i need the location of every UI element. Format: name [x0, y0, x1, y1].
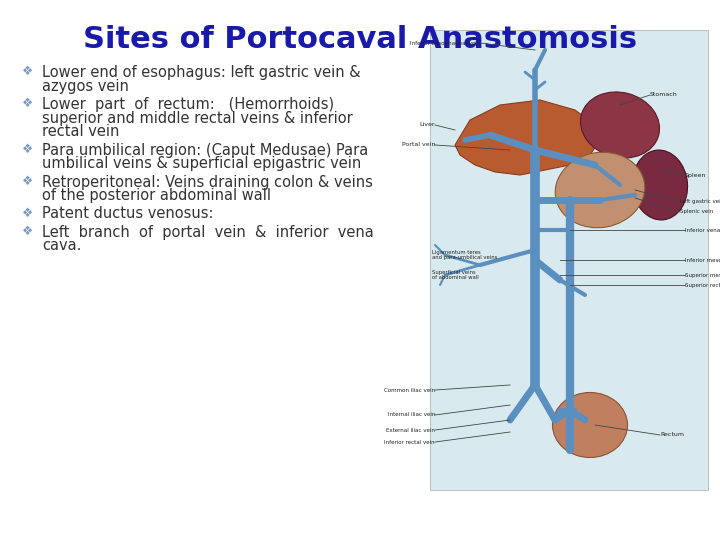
Text: of the posterior abdominal wall: of the posterior abdominal wall: [42, 188, 271, 203]
Text: Sites of Portocaval Anastomosis: Sites of Portocaval Anastomosis: [83, 25, 637, 54]
Text: ❖: ❖: [22, 143, 33, 156]
Text: Inferior mesenteric vein: Inferior mesenteric vein: [685, 258, 720, 262]
Text: azygos vein: azygos vein: [42, 78, 129, 93]
Ellipse shape: [552, 393, 628, 457]
Text: Liver: Liver: [420, 123, 435, 127]
Text: Inferior vena cava: Inferior vena cava: [685, 227, 720, 233]
Text: Retroperitoneal: Veins draining colon & veins: Retroperitoneal: Veins draining colon & …: [42, 174, 373, 190]
Text: Portal vein: Portal vein: [402, 143, 435, 147]
Ellipse shape: [555, 152, 645, 228]
Ellipse shape: [632, 150, 688, 220]
Text: superior and middle rectal veins & inferior: superior and middle rectal veins & infer…: [42, 111, 353, 125]
Text: Patent ductus venosus:: Patent ductus venosus:: [42, 206, 214, 221]
Text: External iliac vein: External iliac vein: [386, 428, 435, 433]
Text: Ligamentum teres
and para-umbilical veins: Ligamentum teres and para-umbilical vein…: [432, 249, 498, 260]
Text: Left  branch  of  portal  vein  &  inferior  vena: Left branch of portal vein & inferior ve…: [42, 225, 374, 240]
Text: umbilical veins & superficial epigastric vein: umbilical veins & superficial epigastric…: [42, 156, 361, 171]
Text: ❖: ❖: [22, 225, 33, 238]
Text: ❖: ❖: [22, 206, 33, 219]
Polygon shape: [455, 100, 600, 175]
Bar: [430, 30, 708, 490]
Text: Superior rectal vein: Superior rectal vein: [685, 282, 720, 287]
Text: ❖: ❖: [22, 65, 33, 78]
Text: Left gastric vein: Left gastric vein: [680, 199, 720, 205]
Text: Stomach: Stomach: [650, 92, 678, 98]
Text: rectal vein: rectal vein: [42, 124, 120, 139]
Text: Lower end of esophagus: left gastric vein &: Lower end of esophagus: left gastric vei…: [42, 65, 361, 80]
Text: Splenic vein: Splenic vein: [680, 210, 714, 214]
Text: ❖: ❖: [22, 97, 33, 110]
Ellipse shape: [580, 92, 660, 158]
Text: Superior mesenteric vein: Superior mesenteric vein: [685, 273, 720, 278]
Text: Rectum: Rectum: [660, 433, 684, 437]
Text: cava.: cava.: [42, 239, 81, 253]
Text: Internal iliac vein: Internal iliac vein: [387, 413, 435, 417]
Text: Spleen: Spleen: [685, 172, 706, 178]
Text: ❖: ❖: [22, 174, 33, 187]
Text: Inferior oesophageal vein: Inferior oesophageal vein: [410, 40, 480, 45]
Text: Superficial veins
of abdominal wall: Superficial veins of abdominal wall: [432, 269, 479, 280]
Text: Common iliac vein: Common iliac vein: [384, 388, 435, 393]
Text: Para umbilical region: (Caput Medusae) Para: Para umbilical region: (Caput Medusae) P…: [42, 143, 368, 158]
Text: Lower  part  of  rectum:   (Hemorrhoids): Lower part of rectum: (Hemorrhoids): [42, 97, 334, 112]
Text: Inferior rectal vein: Inferior rectal vein: [384, 440, 435, 444]
